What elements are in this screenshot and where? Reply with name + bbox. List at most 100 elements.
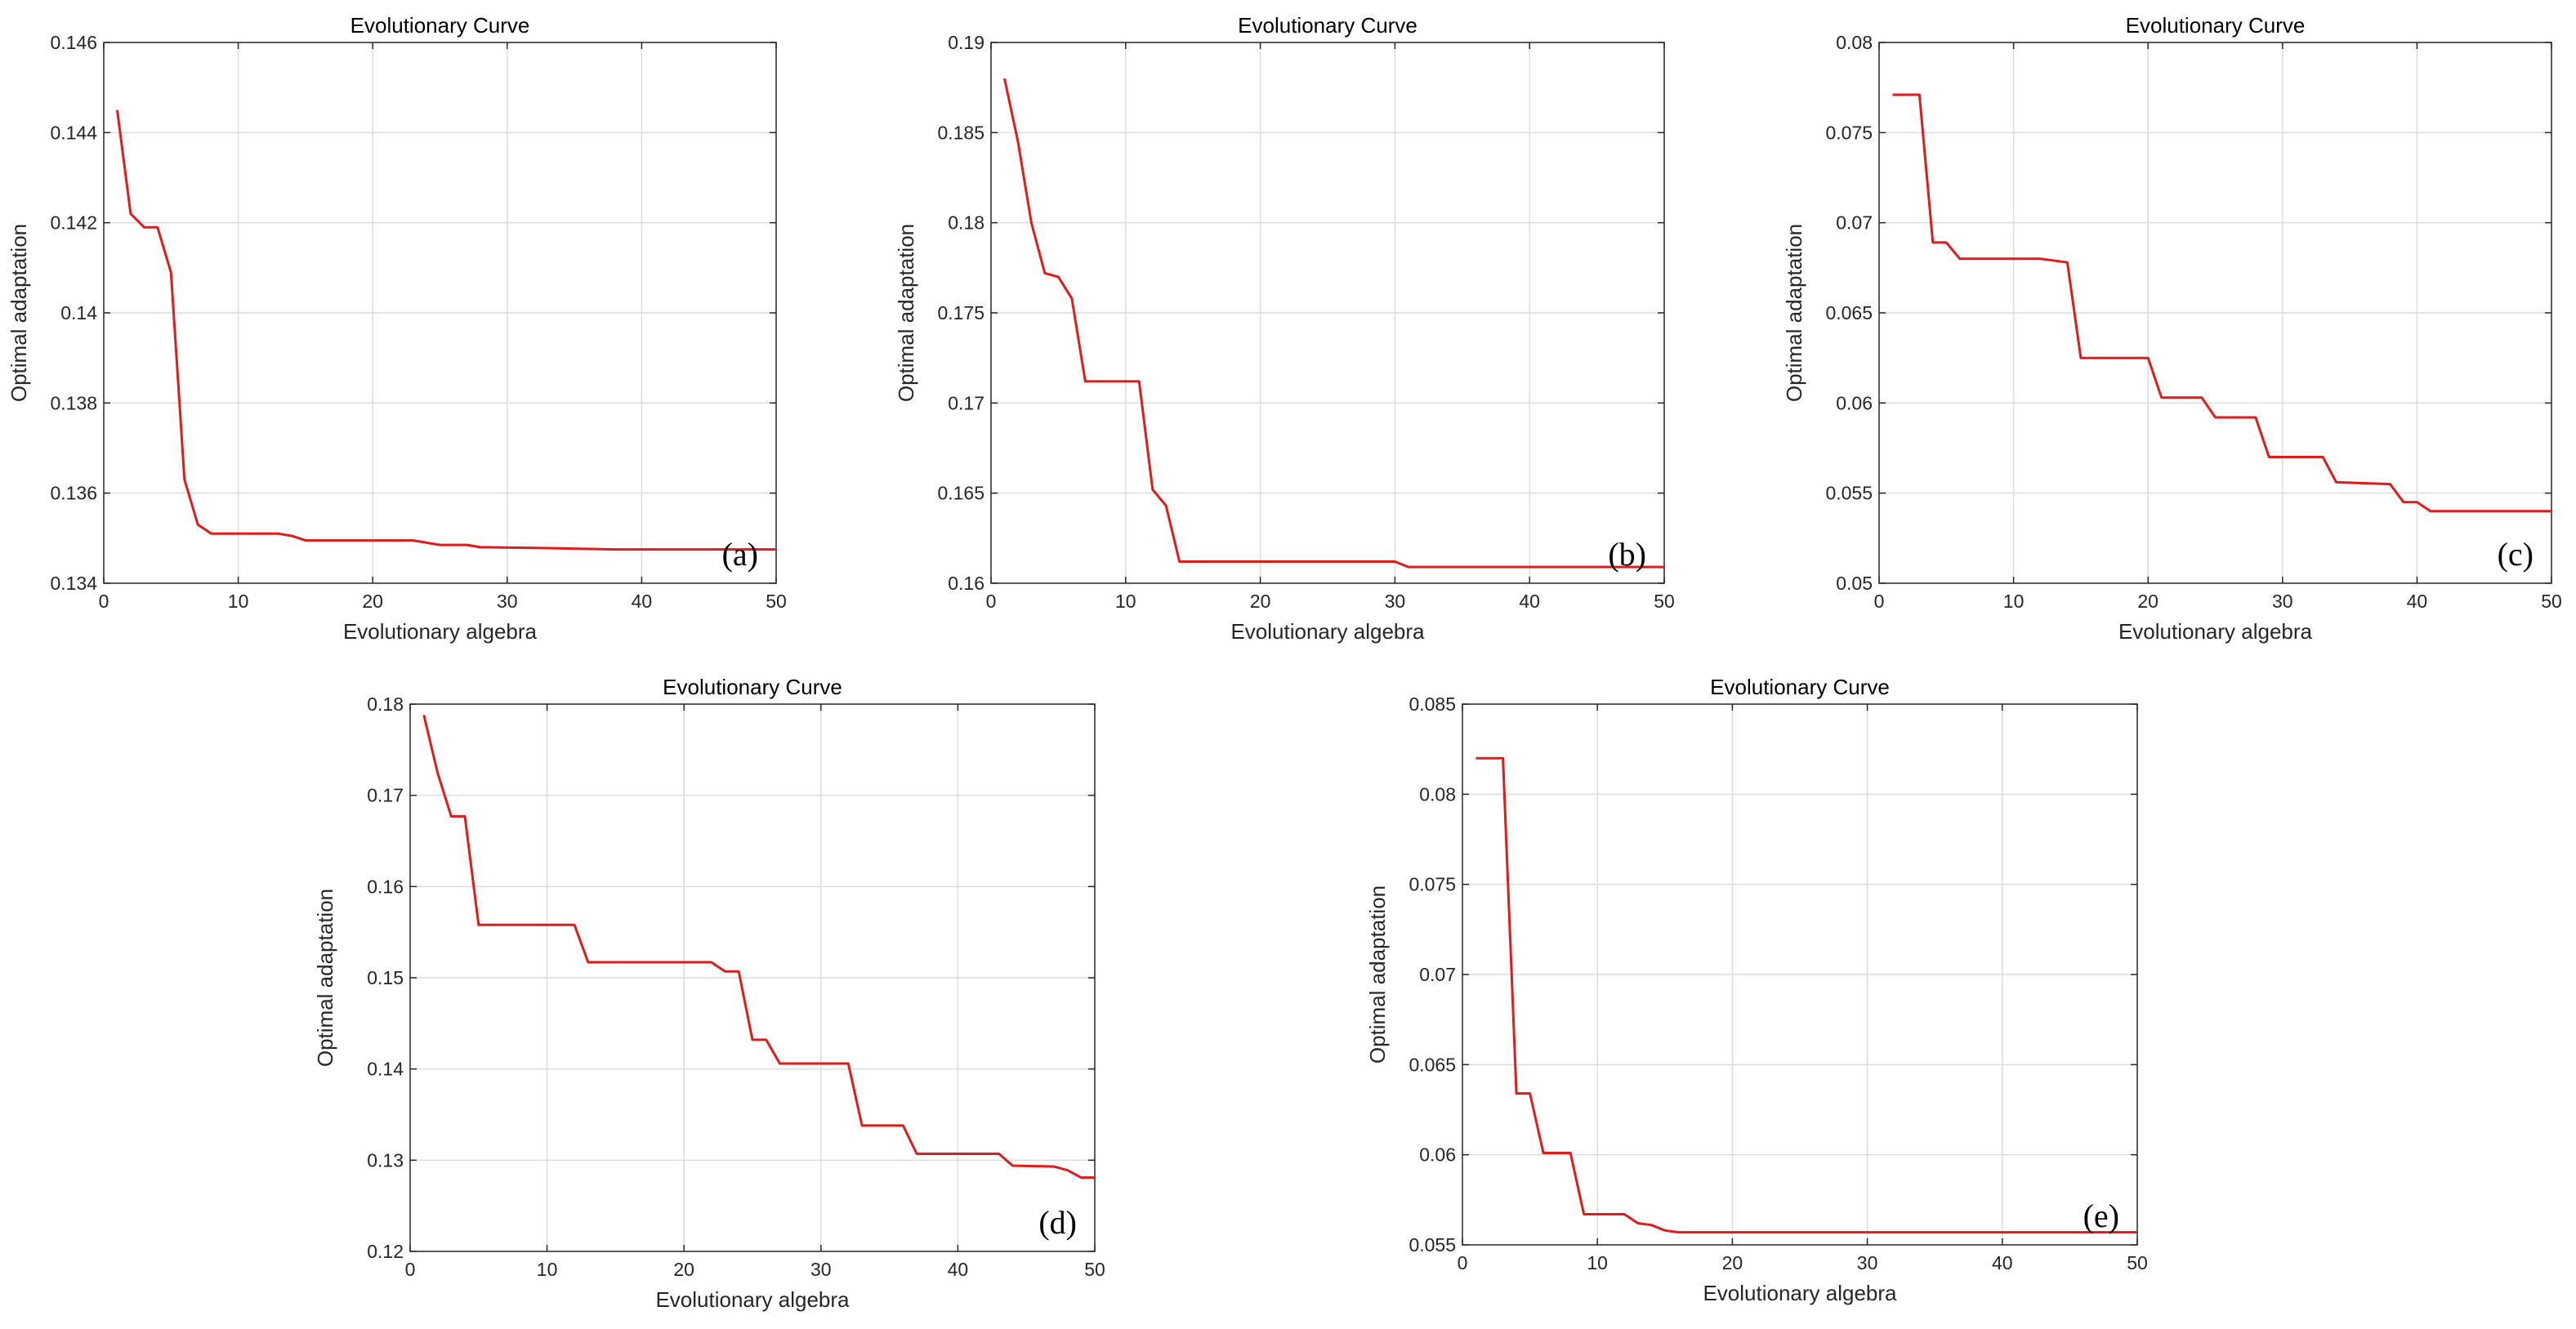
x-axis-title: Evolutionary algebra	[1230, 619, 1425, 644]
x-tick-label: 10	[1115, 591, 1136, 612]
y-tick-label: 0.065	[1409, 1054, 1456, 1075]
x-tick-label: 40	[948, 1259, 969, 1280]
y-tick-label: 0.16	[948, 573, 984, 594]
y-tick-label: 0.06	[1836, 392, 1873, 413]
x-tick-label: 30	[497, 591, 518, 612]
y-tick-label: 0.055	[1409, 1234, 1456, 1255]
y-tick-label: 0.07	[1836, 212, 1873, 234]
chart-title: Evolutionary Curve	[350, 13, 530, 38]
y-tick-label: 0.12	[367, 1241, 404, 1262]
x-tick-label: 50	[766, 591, 787, 612]
y-tick-label: 0.055	[1825, 483, 1873, 504]
y-axis-title: Optimal adaptation	[1782, 224, 1806, 402]
x-tick-label: 20	[673, 1259, 694, 1280]
y-tick-label: 0.16	[367, 876, 404, 897]
x-tick-label: 0	[99, 591, 109, 612]
x-tick-label: 20	[1250, 591, 1271, 612]
panel-label: (d)	[1038, 1204, 1077, 1241]
series-line	[422, 715, 1095, 1180]
y-tick-label: 0.18	[948, 212, 984, 234]
panel-label: (e)	[2083, 1197, 2119, 1234]
x-tick-label: 50	[2127, 1252, 2148, 1273]
x-tick-label: 40	[1992, 1252, 2013, 1273]
y-tick-label: 0.134	[50, 573, 97, 594]
y-tick-label: 0.07	[1419, 964, 1456, 985]
x-tick-label: 50	[1654, 591, 1675, 612]
y-axis-title: Optimal adaptation	[7, 224, 31, 402]
x-tick-label: 30	[1385, 591, 1406, 612]
panel-label: (b)	[1608, 536, 1646, 573]
chart-title: Evolutionary Curve	[2126, 13, 2306, 38]
chart-svg-c: 0 10 20 30 40 50 0.05 0.055 0.06 0.065 0.07 0.075 0.…	[1782, 13, 2562, 644]
x-axis-title: Evolutionary algebra	[2118, 619, 2313, 644]
x-tick-label: 10	[2003, 591, 2025, 612]
y-tick-label: 0.06	[1419, 1144, 1456, 1166]
y-tick-label: 0.15	[367, 967, 404, 988]
x-axis-title: Evolutionary algebra	[1703, 1281, 1897, 1305]
x-tick-label: 30	[1857, 1252, 1878, 1273]
series-line	[1003, 78, 1664, 569]
y-tick-label: 0.146	[50, 32, 97, 53]
x-tick-label: 40	[2407, 591, 2428, 612]
x-tick-label: 20	[362, 591, 383, 612]
x-tick-label: 0	[405, 1259, 416, 1280]
chart-panel-b: 0 10 20 30 40 50 0.16 0.165 0.17 0.175 0.18 0.185 0.…	[889, 0, 1681, 661]
y-tick-label: 0.19	[948, 32, 984, 53]
chart-svg-a: 0 10 20 30 40 50 0.134 0.136 0.138 0.14 0.142 0.144…	[7, 13, 787, 644]
chart-svg-e: 0 10 20 30 40 50 0.055 0.06 0.065 0.07 0.075 0.08 0.…	[1365, 675, 2148, 1305]
y-tick-label: 0.17	[367, 785, 404, 806]
panel-label: (c)	[2498, 536, 2534, 573]
y-tick-label: 0.144	[50, 122, 97, 143]
x-tick-label: 0	[1874, 591, 1885, 612]
y-tick-label: 0.185	[937, 122, 984, 143]
y-tick-label: 0.08	[1419, 783, 1456, 805]
chart-title: Evolutionary Curve	[1710, 675, 1890, 699]
y-tick-label: 0.13	[367, 1149, 404, 1171]
y-tick-label: 0.136	[50, 483, 97, 504]
y-tick-label: 0.18	[367, 693, 404, 715]
x-axis-title: Evolutionary algebra	[343, 619, 538, 644]
panel-label: (a)	[722, 536, 758, 573]
x-axis-title: Evolutionary algebra	[655, 1287, 850, 1312]
y-tick-label: 0.08	[1836, 32, 1873, 53]
chart-svg-b: 0 10 20 30 40 50 0.16 0.165 0.17 0.175 0.18 0.185 0.…	[894, 13, 1675, 644]
y-axis-title: Optimal adaptation	[1365, 885, 1390, 1064]
chart-title: Evolutionary Curve	[1238, 13, 1417, 38]
y-axis-title: Optimal adaptation	[894, 224, 918, 402]
y-tick-label: 0.142	[50, 212, 97, 234]
x-tick-label: 40	[632, 591, 653, 612]
x-tick-label: 20	[2137, 591, 2159, 612]
chart-panel-a: 0 10 20 30 40 50 0.134 0.136 0.138 0.14 0.142 0.144…	[2, 0, 792, 661]
x-tick-label: 0	[986, 591, 997, 612]
y-tick-label: 0.14	[367, 1059, 404, 1080]
x-tick-label: 30	[810, 1259, 832, 1280]
y-tick-label: 0.138	[50, 392, 97, 413]
y-tick-label: 0.14	[60, 302, 97, 323]
chart-panel-d: 0 10 20 30 40 50 0.12 0.13 0.14 0.15 0.16 0.17 0.18 E…	[308, 659, 1111, 1329]
y-tick-label: 0.075	[1825, 122, 1873, 143]
x-tick-label: 50	[1084, 1259, 1105, 1280]
x-tick-label: 10	[228, 591, 249, 612]
x-tick-label: 50	[2541, 591, 2562, 612]
chart-panel-c: 0 10 20 30 40 50 0.05 0.055 0.06 0.065 0.07 0.075 0.…	[1777, 0, 2568, 661]
series-line	[1476, 756, 2137, 1234]
y-tick-label: 0.17	[948, 392, 984, 413]
y-tick-label: 0.075	[1409, 874, 1456, 895]
x-tick-label: 20	[1722, 1252, 1743, 1273]
series-line	[116, 109, 776, 551]
x-tick-label: 30	[2272, 591, 2293, 612]
y-tick-label: 0.165	[937, 483, 984, 504]
y-tick-label: 0.085	[1409, 693, 1456, 715]
series-line	[1892, 93, 2551, 513]
y-tick-label: 0.05	[1836, 573, 1873, 594]
chart-svg-d: 0 10 20 30 40 50 0.12 0.13 0.14 0.15 0.16 0.17 0.18 E…	[313, 675, 1105, 1312]
chart-panel-e: 0 10 20 30 40 50 0.055 0.06 0.065 0.07 0.075 0.08 0.…	[1360, 659, 2154, 1322]
chart-title: Evolutionary Curve	[663, 675, 842, 699]
x-tick-label: 10	[1587, 1252, 1608, 1273]
y-tick-label: 0.175	[937, 302, 984, 323]
y-tick-label: 0.065	[1825, 302, 1873, 323]
y-axis-title: Optimal adaptation	[313, 889, 337, 1067]
x-tick-label: 10	[537, 1259, 558, 1280]
x-tick-label: 0	[1458, 1252, 1468, 1273]
x-tick-label: 40	[1519, 591, 1540, 612]
